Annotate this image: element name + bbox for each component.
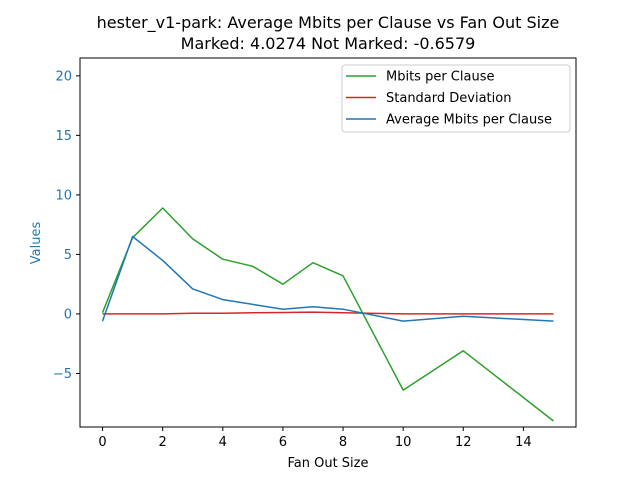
legend-label-3: Average Mbits per Clause — [386, 113, 552, 128]
y-tick-label: 20 — [55, 69, 72, 84]
legend-label-2: Standard Deviation — [386, 91, 511, 106]
series-line-2 — [102, 311, 554, 315]
legend-label-1: Mbits per Clause — [386, 70, 494, 85]
y-axis-label: Values — [29, 222, 44, 265]
x-tick-label: 2 — [159, 435, 167, 450]
x-axis: 0 2 4 6 8 10 12 14 — [98, 427, 532, 450]
x-tick-label: 4 — [219, 435, 227, 450]
y-tick-label: 0 — [64, 307, 72, 322]
y-tick-label: 15 — [55, 129, 72, 144]
x-tick-label: 8 — [339, 435, 347, 450]
series-lines — [101, 207, 554, 422]
x-tick-label: 14 — [515, 435, 532, 450]
plot-frame — [79, 57, 577, 428]
chart-title: hester_v1-park: Average Mbits per Clause… — [97, 13, 560, 33]
y-tick-label: 5 — [64, 248, 72, 263]
x-axis-label: Fan Out Size — [287, 456, 368, 471]
series-line-3 — [101, 235, 554, 322]
x-tick-label: 12 — [455, 435, 472, 450]
x-tick-label: 0 — [98, 435, 106, 450]
legend-box — [341, 64, 571, 133]
y-tick-label: 10 — [55, 188, 72, 203]
y-tick-label: −5 — [53, 367, 72, 382]
legend: Mbits per Clause Standard Deviation Averag… — [341, 64, 571, 133]
y-axis: −5 0 5 10 15 20 — [53, 69, 80, 382]
chart-subtitle: Marked: 4.0274 Not Marked: -0.6579 — [181, 34, 476, 53]
series-line-1 — [101, 207, 554, 422]
x-tick-label: 10 — [395, 435, 412, 450]
x-tick-label: 6 — [279, 435, 287, 450]
